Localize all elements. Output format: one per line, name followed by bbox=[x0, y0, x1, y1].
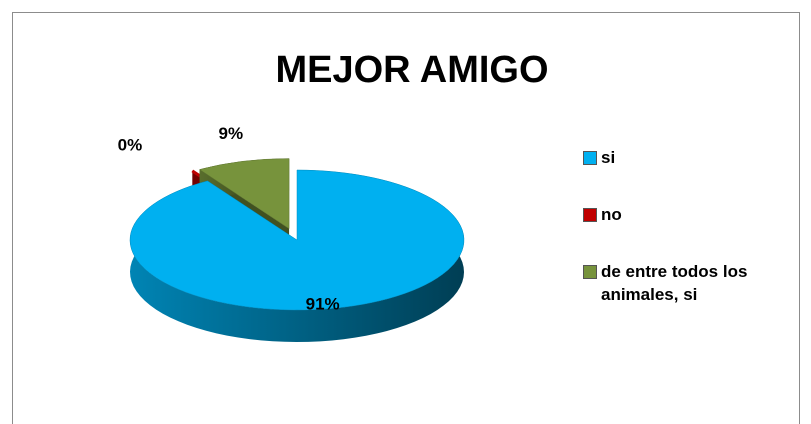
data-label: 91% bbox=[306, 294, 340, 313]
slice bbox=[129, 169, 465, 311]
legend-swatch bbox=[583, 151, 597, 165]
legend-label: si bbox=[601, 148, 616, 167]
legend-label: de entre todos los animales, si bbox=[601, 262, 748, 304]
chart-title: MEJOR AMIGO bbox=[275, 49, 548, 91]
legend-item: si bbox=[583, 146, 773, 169]
data-label: 0% bbox=[118, 136, 143, 155]
legend: si no de entre todos los animales, si bbox=[583, 146, 773, 340]
data-label: 9% bbox=[219, 124, 244, 143]
legend-item: de entre todos los animales, si bbox=[583, 260, 773, 306]
legend-swatch bbox=[583, 208, 597, 222]
legend-swatch bbox=[583, 265, 597, 279]
legend-label: no bbox=[601, 205, 622, 224]
legend-item: no bbox=[583, 203, 773, 226]
slice bbox=[198, 158, 290, 230]
